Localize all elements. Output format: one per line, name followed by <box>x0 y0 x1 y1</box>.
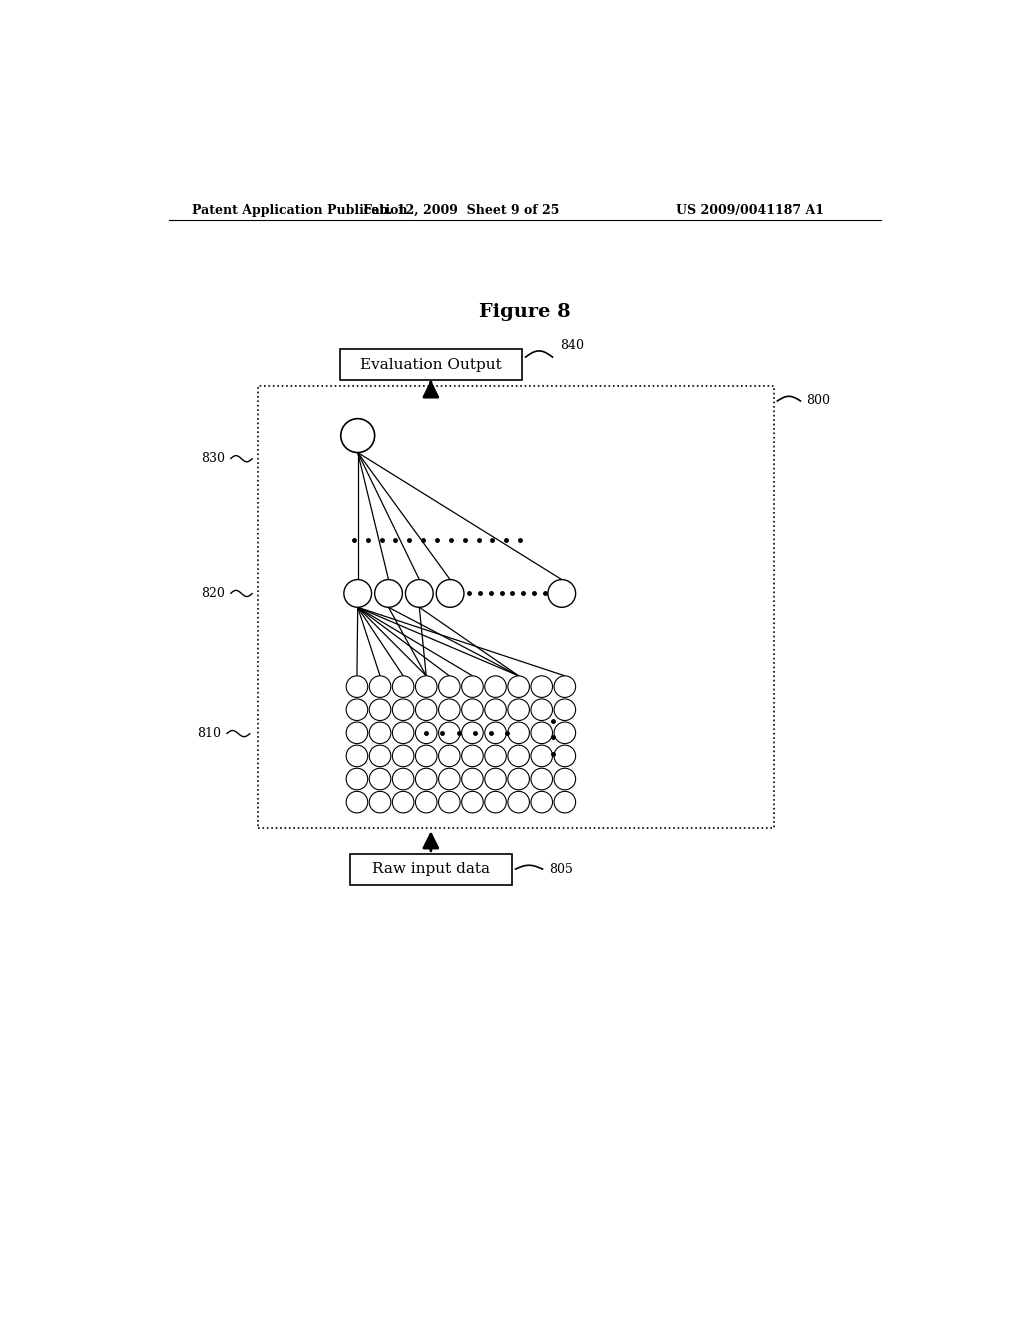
Circle shape <box>416 722 437 743</box>
Circle shape <box>392 700 414 721</box>
Circle shape <box>392 744 414 767</box>
Circle shape <box>416 744 437 767</box>
Circle shape <box>554 722 575 743</box>
Circle shape <box>462 700 483 721</box>
Circle shape <box>438 768 460 789</box>
Circle shape <box>508 722 529 743</box>
Circle shape <box>416 792 437 813</box>
Circle shape <box>531 768 553 789</box>
Circle shape <box>370 676 391 697</box>
Circle shape <box>484 744 506 767</box>
Text: US 2009/0041187 A1: US 2009/0041187 A1 <box>676 205 823 218</box>
Circle shape <box>462 744 483 767</box>
Circle shape <box>531 792 553 813</box>
Circle shape <box>346 700 368 721</box>
Circle shape <box>416 676 437 697</box>
Circle shape <box>406 579 433 607</box>
Circle shape <box>484 700 506 721</box>
Circle shape <box>341 418 375 453</box>
Circle shape <box>438 792 460 813</box>
Circle shape <box>438 722 460 743</box>
Circle shape <box>484 768 506 789</box>
Circle shape <box>508 676 529 697</box>
Circle shape <box>370 768 391 789</box>
Circle shape <box>462 768 483 789</box>
Bar <box>350 854 512 884</box>
Circle shape <box>462 792 483 813</box>
Circle shape <box>554 700 575 721</box>
Circle shape <box>346 722 368 743</box>
Circle shape <box>346 768 368 789</box>
Circle shape <box>484 792 506 813</box>
Circle shape <box>370 700 391 721</box>
Circle shape <box>370 722 391 743</box>
Circle shape <box>462 722 483 743</box>
Circle shape <box>392 676 414 697</box>
Circle shape <box>508 768 529 789</box>
Text: Patent Application Publication: Patent Application Publication <box>193 205 408 218</box>
Circle shape <box>392 792 414 813</box>
Text: Feb. 12, 2009  Sheet 9 of 25: Feb. 12, 2009 Sheet 9 of 25 <box>364 205 560 218</box>
Circle shape <box>392 722 414 743</box>
Circle shape <box>554 676 575 697</box>
Circle shape <box>416 700 437 721</box>
Circle shape <box>484 676 506 697</box>
Circle shape <box>370 792 391 813</box>
Circle shape <box>548 579 575 607</box>
Circle shape <box>438 676 460 697</box>
Text: 820: 820 <box>202 587 225 601</box>
Circle shape <box>484 722 506 743</box>
Circle shape <box>344 579 372 607</box>
Circle shape <box>370 744 391 767</box>
Circle shape <box>531 722 553 743</box>
Circle shape <box>462 676 483 697</box>
Circle shape <box>508 792 529 813</box>
Bar <box>340 350 521 380</box>
Text: Evaluation Output: Evaluation Output <box>360 358 502 372</box>
Text: 810: 810 <box>198 727 221 741</box>
Circle shape <box>436 579 464 607</box>
Circle shape <box>375 579 402 607</box>
Text: Raw input data: Raw input data <box>372 862 489 876</box>
Circle shape <box>554 744 575 767</box>
Text: 830: 830 <box>202 453 225 465</box>
Circle shape <box>554 792 575 813</box>
Circle shape <box>508 744 529 767</box>
Bar <box>258 385 773 829</box>
Circle shape <box>346 792 368 813</box>
Text: 800: 800 <box>807 395 830 408</box>
Circle shape <box>438 744 460 767</box>
Circle shape <box>554 768 575 789</box>
Text: Figure 8: Figure 8 <box>479 304 570 321</box>
Circle shape <box>531 700 553 721</box>
Text: 840: 840 <box>560 339 585 352</box>
Circle shape <box>508 700 529 721</box>
Circle shape <box>346 676 368 697</box>
Circle shape <box>416 768 437 789</box>
Circle shape <box>531 744 553 767</box>
Circle shape <box>346 744 368 767</box>
Circle shape <box>531 676 553 697</box>
Circle shape <box>438 700 460 721</box>
Circle shape <box>392 768 414 789</box>
Text: 805: 805 <box>549 862 572 875</box>
